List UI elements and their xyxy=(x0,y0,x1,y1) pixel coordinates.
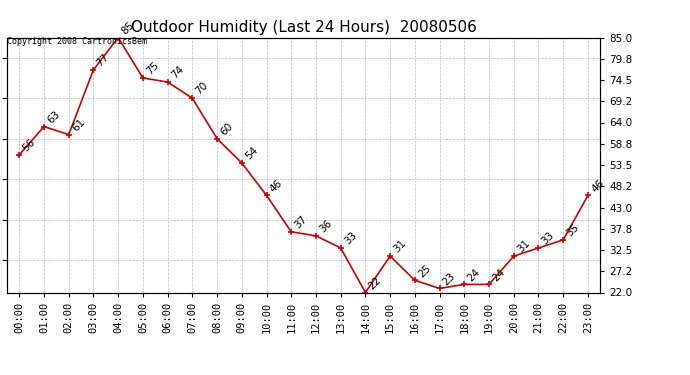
Text: 31: 31 xyxy=(515,238,531,255)
Text: 46: 46 xyxy=(268,177,284,194)
Text: 54: 54 xyxy=(243,145,259,162)
Text: 63: 63 xyxy=(46,109,62,125)
Title: Outdoor Humidity (Last 24 Hours)  20080506: Outdoor Humidity (Last 24 Hours) 2008050… xyxy=(130,20,477,35)
Text: 74: 74 xyxy=(169,64,186,81)
Text: 25: 25 xyxy=(416,262,433,279)
Text: 60: 60 xyxy=(219,121,235,137)
Text: 22: 22 xyxy=(367,274,383,291)
Text: 70: 70 xyxy=(194,81,210,97)
Text: Copyright 2008 CartronicsBem: Copyright 2008 CartronicsBem xyxy=(7,38,147,46)
Text: 77: 77 xyxy=(95,52,111,69)
Text: 56: 56 xyxy=(21,137,37,153)
Text: 35: 35 xyxy=(564,222,581,238)
Text: 46: 46 xyxy=(589,177,606,194)
Text: 24: 24 xyxy=(491,267,507,283)
Text: 33: 33 xyxy=(540,230,556,247)
Text: 33: 33 xyxy=(342,230,359,247)
Text: 75: 75 xyxy=(144,60,161,76)
Text: 85: 85 xyxy=(119,20,136,36)
Text: 37: 37 xyxy=(293,214,309,230)
Text: 36: 36 xyxy=(317,218,334,234)
Text: 61: 61 xyxy=(70,117,86,133)
Text: 31: 31 xyxy=(391,238,408,255)
Text: 24: 24 xyxy=(466,267,482,283)
Text: 23: 23 xyxy=(441,271,457,287)
